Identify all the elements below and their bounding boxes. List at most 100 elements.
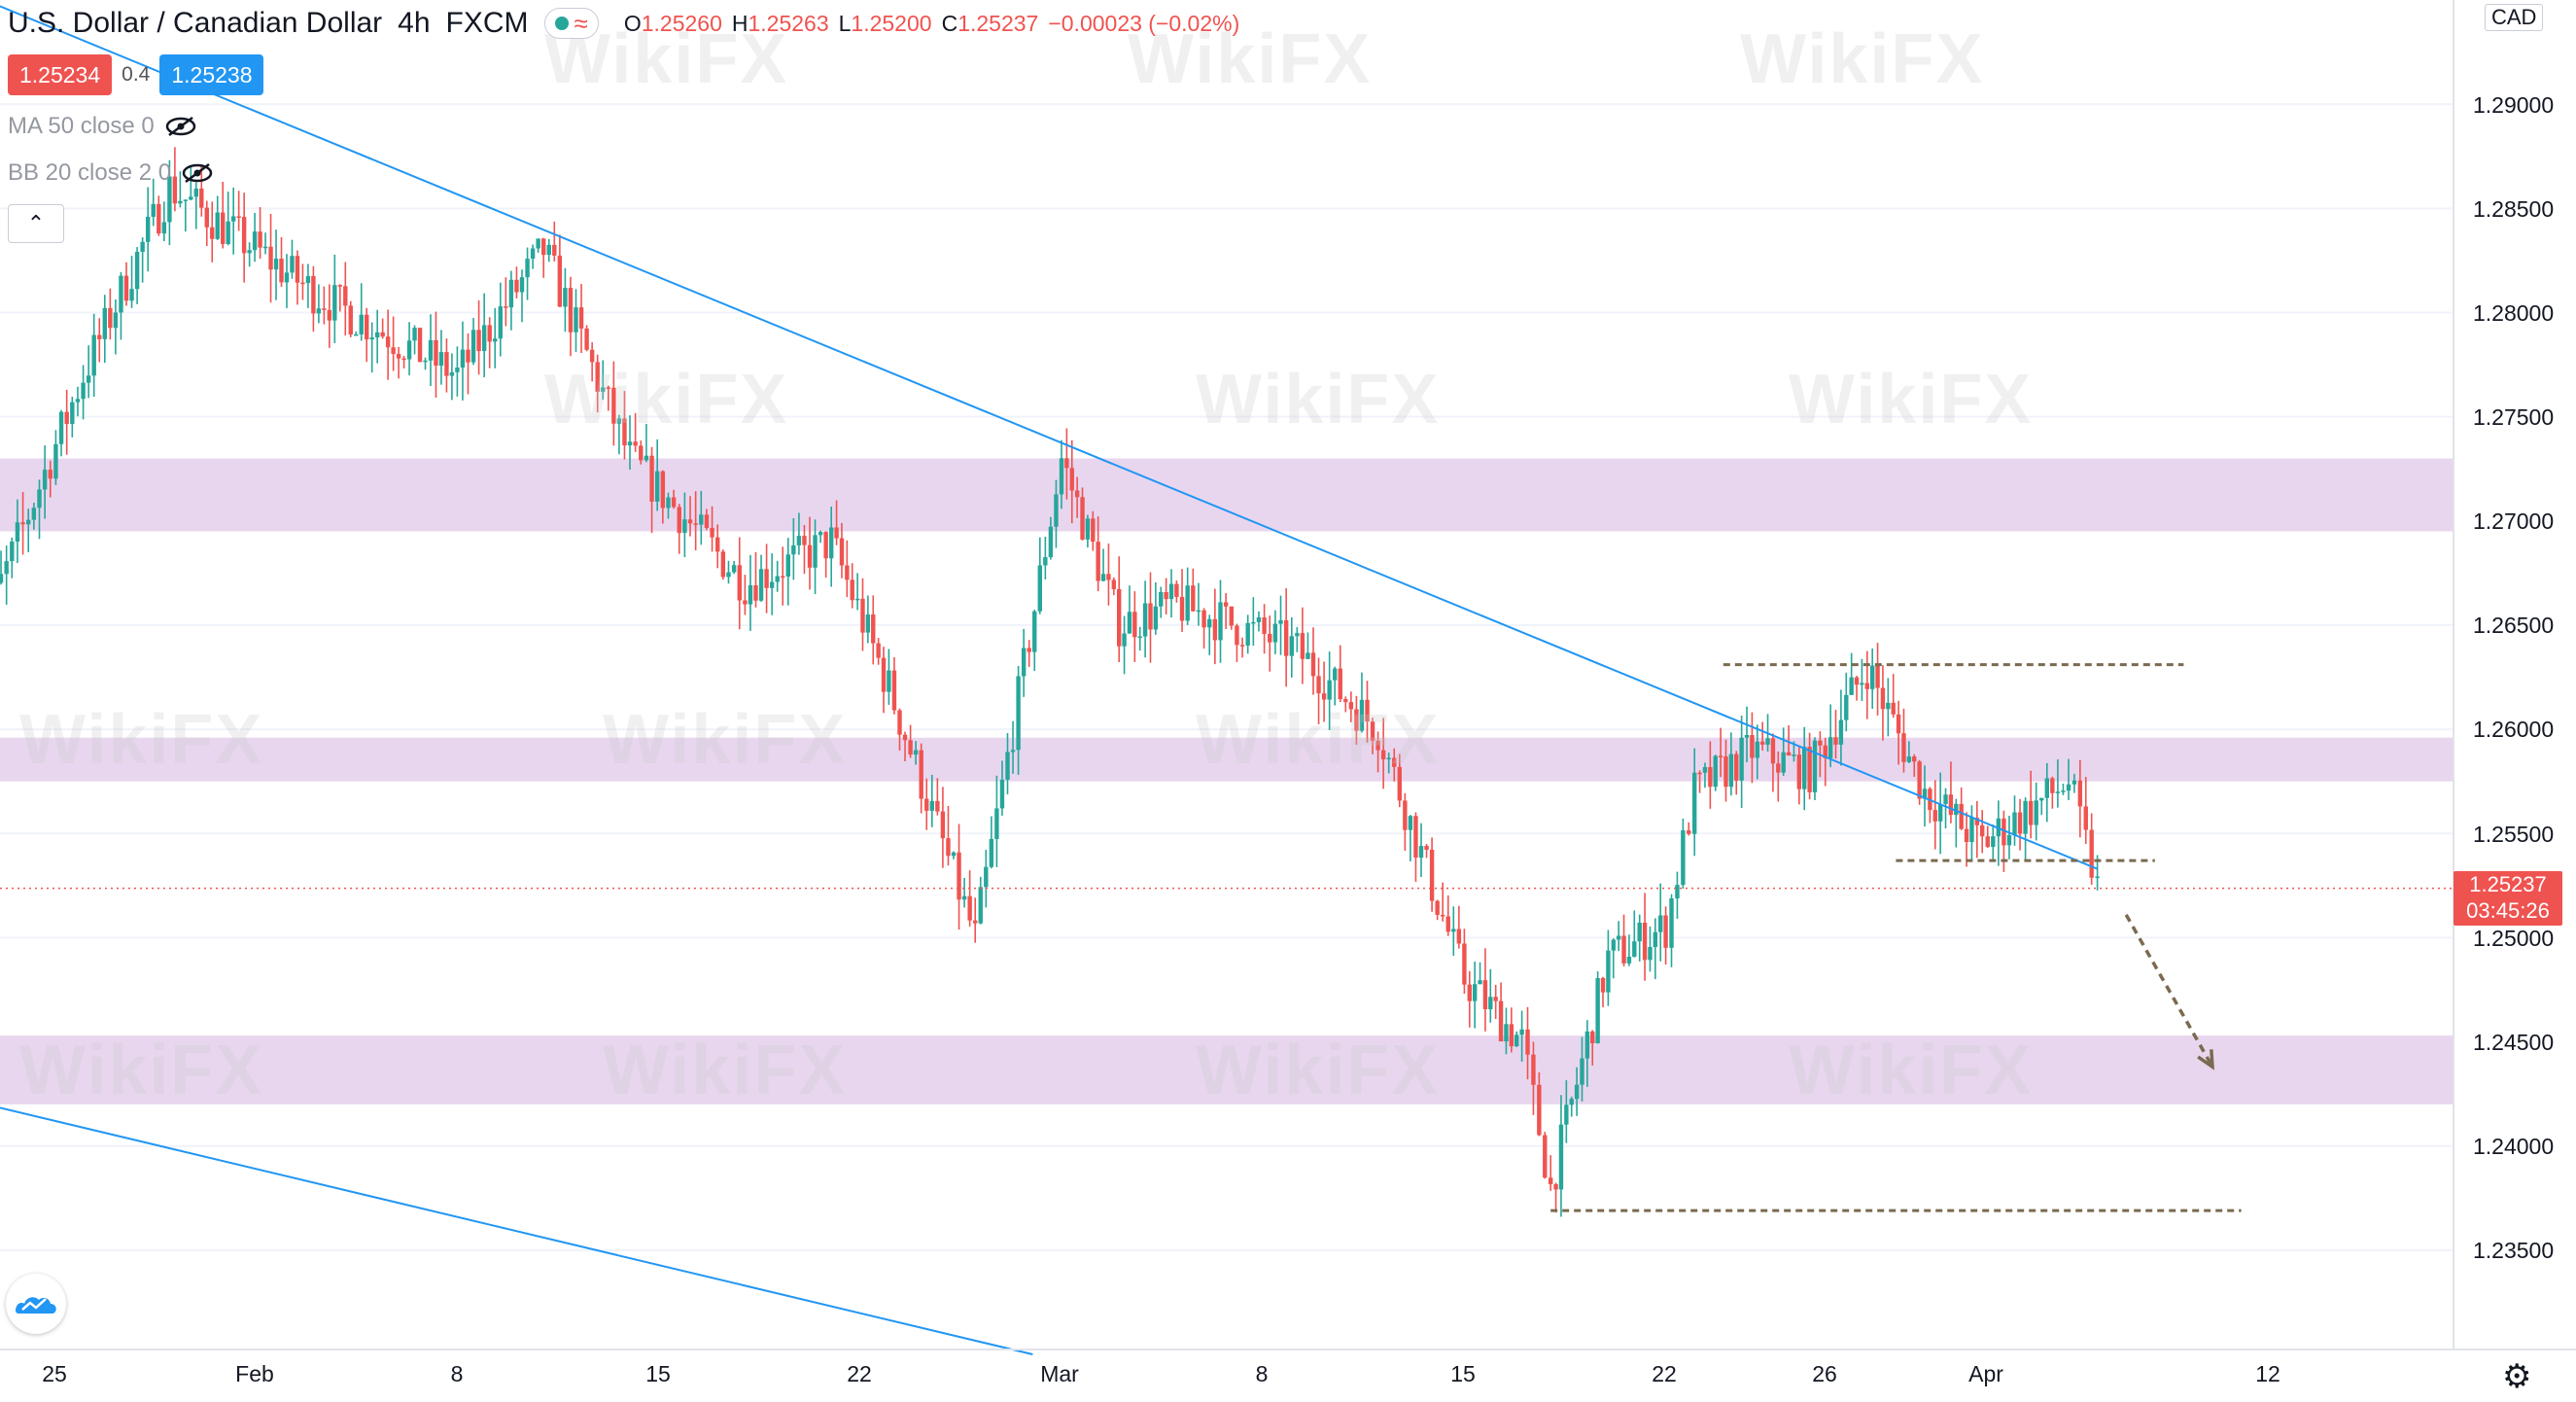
bullish-candle xyxy=(167,159,172,246)
bullish-candle xyxy=(230,187,236,255)
settings-gear-icon[interactable]: ⚙ xyxy=(2502,1358,2532,1395)
bearish-candle xyxy=(1148,572,1153,663)
bearish-candle xyxy=(1164,578,1168,615)
low-value: 1.25200 xyxy=(851,10,932,36)
bearish-candle xyxy=(1403,792,1408,852)
candle-body xyxy=(1802,747,1807,789)
symbol-title[interactable]: U.S. Dollar / Canadian Dollar xyxy=(8,7,383,39)
bullish-candle xyxy=(406,322,412,376)
bullish-candle xyxy=(1653,918,1658,980)
candle-body xyxy=(295,256,300,283)
bullish-candle xyxy=(574,289,578,352)
bearish-candle xyxy=(2028,770,2034,839)
bullish-candle xyxy=(813,519,818,595)
candle-body xyxy=(769,581,775,588)
bearish-candle xyxy=(1380,718,1386,789)
bullish-candle xyxy=(359,283,364,341)
candle-body xyxy=(1584,1031,1590,1059)
bearish-candle xyxy=(1854,675,1860,701)
candle-body xyxy=(1697,772,1702,775)
candle-body xyxy=(1669,897,1674,948)
candle-body xyxy=(1543,1135,1548,1178)
bullish-candle xyxy=(1327,651,1332,730)
bearish-candle xyxy=(1321,661,1327,722)
candle-body xyxy=(1553,1183,1558,1190)
sell-button[interactable]: 1.25234 xyxy=(8,54,113,95)
candle-body xyxy=(1792,754,1796,756)
bullish-candle xyxy=(178,171,183,208)
bearish-candle xyxy=(1300,607,1305,684)
bullish-candle xyxy=(1359,672,1365,733)
collapse-indicators-button[interactable]: ⌃ xyxy=(8,204,64,243)
candle-body xyxy=(1896,714,1901,734)
bearish-candle xyxy=(385,309,391,380)
candle-body xyxy=(2089,829,2094,878)
bullish-candle xyxy=(1616,921,1621,952)
bearish-candle xyxy=(1917,759,1922,805)
bullish-candle xyxy=(1812,737,1818,800)
bullish-candle xyxy=(1472,961,1478,1029)
bearish-candle xyxy=(557,234,563,308)
candle-body xyxy=(622,418,627,446)
candle-body xyxy=(10,542,15,562)
candle-body xyxy=(1370,721,1375,741)
candle-body xyxy=(802,536,807,545)
candle-body xyxy=(649,455,654,502)
candle-body xyxy=(1991,836,1996,848)
candle-body xyxy=(1462,943,1467,985)
buy-button[interactable]: 1.25238 xyxy=(159,54,264,95)
candle-body xyxy=(1687,830,1691,834)
candle-body xyxy=(940,811,946,839)
candle-body xyxy=(113,312,119,329)
interval-label[interactable]: 4h xyxy=(398,7,431,39)
bullish-candle xyxy=(1648,926,1653,972)
bullish-candle xyxy=(273,229,279,300)
candle-body xyxy=(1642,923,1648,961)
bullish-candle xyxy=(146,187,151,272)
candle-body xyxy=(438,352,444,367)
bullish-candle xyxy=(332,254,337,343)
candle-body xyxy=(1153,606,1159,630)
bullish-candle xyxy=(519,269,525,323)
candle-body xyxy=(332,285,337,321)
bearish-candle xyxy=(1201,608,1206,649)
candle-body xyxy=(1305,652,1310,659)
candle-body xyxy=(1906,756,1912,762)
candle-body xyxy=(1467,984,1472,1001)
candle-body xyxy=(973,920,978,924)
bearish-candle xyxy=(1537,1071,1542,1137)
indicator-bb[interactable]: BB 20 close 2 0 xyxy=(8,159,214,187)
hidden-eye-icon[interactable] xyxy=(181,162,214,184)
bullish-candle xyxy=(682,492,687,558)
bullish-candle xyxy=(1844,672,1849,732)
bullish-candle xyxy=(1059,439,1064,509)
hidden-eye-icon[interactable] xyxy=(164,116,197,137)
bullish-candle xyxy=(37,479,42,540)
price-tick: 1.24000 xyxy=(2473,1134,2555,1159)
bearish-candle xyxy=(1833,710,1838,759)
indicator-ma[interactable]: MA 50 close 0 xyxy=(8,113,197,140)
candle-body xyxy=(4,561,9,575)
candle-body xyxy=(1493,997,1498,1001)
bearish-candle xyxy=(1441,882,1445,922)
market-status-badge[interactable]: ≈ xyxy=(543,8,599,39)
candle-body xyxy=(1005,752,1010,780)
candle-body xyxy=(2083,806,2088,830)
bearish-candle xyxy=(1080,487,1085,541)
candle-body xyxy=(660,471,666,508)
bearish-candle xyxy=(1074,476,1080,518)
currency-label[interactable]: CAD xyxy=(2485,4,2544,31)
bullish-candle xyxy=(1969,805,1974,860)
candle-body xyxy=(1069,468,1074,491)
candle-body xyxy=(1776,763,1781,773)
bullish-candle xyxy=(1728,732,1734,796)
candle-body xyxy=(1606,950,1611,993)
candle-body xyxy=(850,579,854,601)
bullish-candle xyxy=(961,877,967,908)
candle-body xyxy=(1338,668,1342,700)
bullish-candle xyxy=(10,537,15,578)
tradingview-logo[interactable] xyxy=(6,1274,66,1334)
time-tick: 22 xyxy=(1652,1361,1677,1386)
candle-body xyxy=(839,538,845,566)
